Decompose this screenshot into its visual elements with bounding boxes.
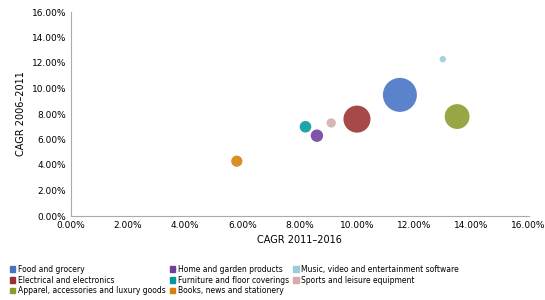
Y-axis label: CAGR 2006–2011: CAGR 2006–2011 — [16, 72, 26, 156]
Legend: Food and grocery, Electrical and electronics, Apparel, accessories and luxury go: Food and grocery, Electrical and electro… — [9, 264, 459, 296]
Point — [438, 57, 447, 62]
X-axis label: CAGR 2011–2016: CAGR 2011–2016 — [257, 236, 342, 245]
Point — [312, 133, 321, 138]
Point — [396, 92, 404, 97]
Point — [453, 114, 462, 119]
Point — [301, 124, 310, 129]
Point — [327, 121, 336, 125]
Point — [233, 159, 241, 164]
Point — [353, 117, 361, 122]
